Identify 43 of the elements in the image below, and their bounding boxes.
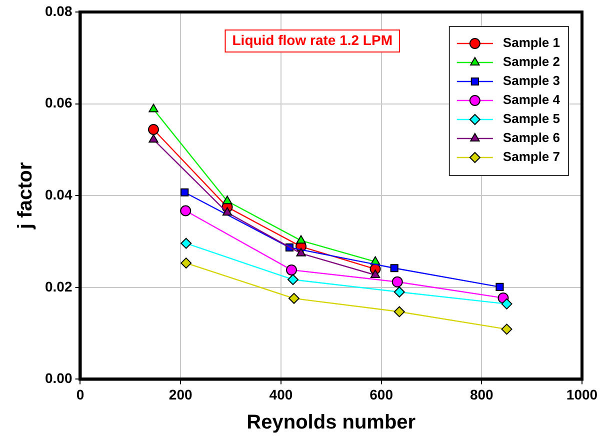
annotation: Liquid flow rate 1.2 LPM bbox=[232, 32, 392, 48]
y-axis-title: j factor bbox=[14, 162, 37, 230]
point bbox=[180, 258, 192, 269]
x-tick-label: 600 bbox=[370, 386, 394, 402]
y-tick-label: 0.06 bbox=[45, 94, 72, 111]
legend-label: Sample 2 bbox=[502, 54, 560, 70]
x-tick-label: 0 bbox=[76, 386, 84, 402]
legend-label: Sample 5 bbox=[502, 111, 560, 126]
point bbox=[394, 286, 405, 298]
x-axis-title: Reynolds number bbox=[246, 412, 416, 434]
point bbox=[394, 306, 405, 318]
x-tick-label: 400 bbox=[269, 386, 293, 402]
x-tick-label: 200 bbox=[168, 386, 192, 402]
point bbox=[180, 188, 189, 196]
legend-label: Sample 4 bbox=[502, 92, 561, 108]
point bbox=[288, 292, 300, 304]
point bbox=[180, 205, 192, 216]
y-tick-label: 0.08 bbox=[45, 2, 72, 19]
y-tick-label: 0.02 bbox=[45, 278, 72, 294]
x-tick-label: 800 bbox=[470, 386, 494, 402]
x-tick-label: 1000 bbox=[566, 386, 598, 402]
legend-label: Sample 6 bbox=[502, 130, 560, 146]
legend-label: Sample 3 bbox=[502, 73, 560, 88]
point bbox=[296, 248, 306, 256]
point bbox=[287, 274, 298, 286]
point bbox=[148, 104, 158, 112]
y-tick-label: 0.04 bbox=[45, 186, 72, 202]
point bbox=[148, 124, 160, 136]
point bbox=[501, 324, 512, 335]
point bbox=[180, 238, 192, 249]
point bbox=[296, 235, 306, 244]
point bbox=[390, 264, 398, 272]
point bbox=[222, 207, 232, 216]
point bbox=[496, 282, 504, 291]
y-tick-label: 0.00 bbox=[45, 370, 72, 386]
point bbox=[501, 298, 512, 310]
legend-label: Sample 7 bbox=[502, 149, 560, 164]
point bbox=[148, 134, 158, 143]
point bbox=[222, 196, 232, 204]
legend-label: Sample 1 bbox=[502, 35, 560, 50]
point bbox=[392, 276, 403, 288]
point bbox=[370, 270, 380, 278]
point bbox=[286, 264, 297, 276]
